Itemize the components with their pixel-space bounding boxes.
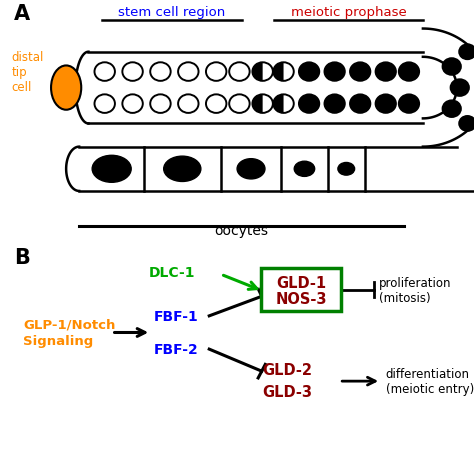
Ellipse shape [338, 163, 355, 176]
Text: meiotic prophase: meiotic prophase [291, 6, 406, 19]
Text: stem cell region: stem cell region [118, 6, 226, 19]
Wedge shape [253, 95, 263, 114]
Circle shape [299, 63, 319, 82]
Circle shape [350, 63, 370, 82]
Circle shape [399, 95, 419, 114]
Ellipse shape [164, 157, 201, 182]
Text: GLD-3: GLD-3 [263, 385, 313, 400]
Text: DLC-1: DLC-1 [149, 266, 195, 280]
Text: GLP-1/Notch
Signaling: GLP-1/Notch Signaling [23, 318, 116, 347]
Text: FBF-2: FBF-2 [154, 342, 198, 356]
Text: GLD-2: GLD-2 [263, 363, 313, 377]
Text: FBF-1: FBF-1 [154, 309, 198, 323]
Circle shape [450, 80, 469, 97]
Text: A: A [14, 4, 30, 24]
Text: GLD-1: GLD-1 [276, 276, 326, 290]
Text: oocytes: oocytes [215, 224, 269, 238]
Circle shape [350, 95, 370, 114]
Text: NOS-3: NOS-3 [275, 291, 327, 306]
Text: proliferation
(mitosis): proliferation (mitosis) [379, 276, 451, 304]
Ellipse shape [237, 159, 265, 179]
Ellipse shape [92, 156, 131, 183]
Circle shape [399, 63, 419, 82]
Text: B: B [14, 248, 30, 267]
Text: differentiation
(meiotic entry): differentiation (meiotic entry) [386, 367, 474, 395]
Circle shape [324, 63, 345, 82]
Circle shape [375, 95, 396, 114]
Circle shape [459, 45, 474, 60]
Wedge shape [253, 63, 263, 82]
Text: distal
tip
cell: distal tip cell [12, 51, 44, 93]
FancyBboxPatch shape [261, 269, 341, 312]
Circle shape [324, 95, 345, 114]
Circle shape [442, 59, 461, 76]
Circle shape [375, 63, 396, 82]
Ellipse shape [294, 162, 315, 177]
Circle shape [299, 95, 319, 114]
Circle shape [459, 117, 474, 132]
Ellipse shape [51, 66, 81, 110]
Wedge shape [273, 63, 283, 82]
Wedge shape [273, 95, 283, 114]
Circle shape [442, 101, 461, 118]
